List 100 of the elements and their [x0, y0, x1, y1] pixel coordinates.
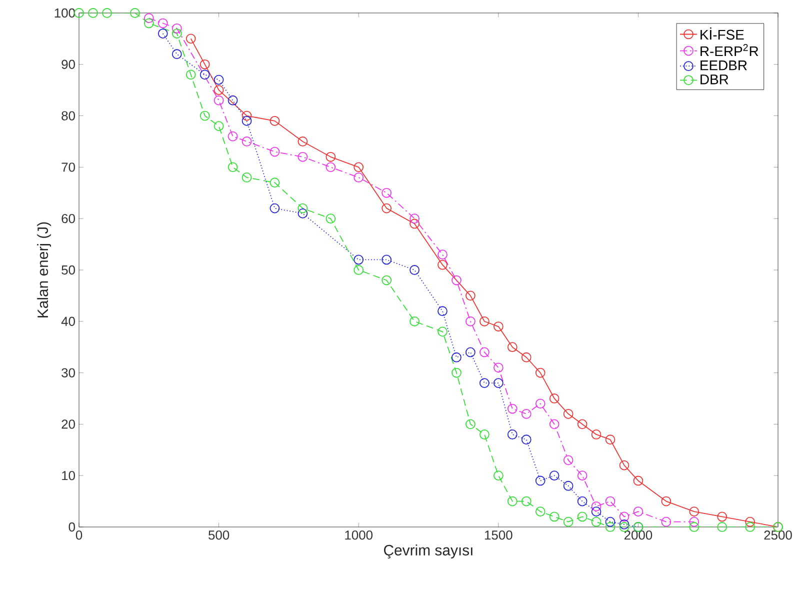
point — [479, 378, 490, 388]
point — [689, 506, 700, 516]
y-tick-label: 80 — [62, 111, 75, 120]
point — [605, 496, 616, 506]
point — [326, 162, 336, 172]
point — [689, 522, 700, 532]
point — [270, 203, 280, 214]
legend-label: Kİ-FSE — [700, 27, 744, 40]
y-tick-label: 50 — [62, 265, 75, 275]
point — [74, 8, 84, 18]
point — [563, 408, 574, 419]
point — [186, 34, 196, 44]
point — [172, 49, 182, 60]
point — [661, 496, 672, 506]
point — [591, 516, 602, 527]
point — [214, 121, 224, 131]
point — [619, 519, 630, 530]
point — [605, 522, 616, 532]
x-tick-label: 500 — [208, 530, 230, 540]
point — [633, 476, 644, 486]
point — [242, 110, 252, 121]
point — [521, 408, 532, 419]
point — [717, 522, 728, 532]
point — [521, 496, 532, 506]
point — [214, 74, 224, 85]
point — [493, 322, 504, 332]
point — [438, 250, 448, 260]
point — [466, 316, 476, 326]
point — [382, 188, 392, 198]
point — [452, 368, 462, 378]
point — [410, 218, 420, 229]
point — [354, 254, 364, 265]
point — [200, 70, 210, 80]
point — [619, 522, 630, 532]
point — [354, 265, 364, 275]
point — [619, 512, 630, 522]
point — [521, 434, 532, 445]
point — [382, 275, 392, 286]
point — [535, 398, 546, 409]
point — [200, 59, 210, 70]
y-tick-label: 0 — [68, 522, 75, 532]
point — [172, 23, 182, 34]
point — [577, 496, 588, 506]
point — [479, 430, 490, 440]
point — [326, 214, 336, 224]
point — [661, 516, 672, 527]
point — [549, 394, 560, 404]
point — [535, 476, 546, 486]
point — [507, 342, 518, 352]
point — [535, 506, 546, 516]
point — [158, 28, 168, 38]
point — [591, 430, 602, 440]
point — [200, 110, 210, 121]
point — [493, 378, 504, 388]
point — [158, 18, 168, 28]
y-tick-label: 90 — [62, 60, 75, 69]
y-tick-label: 40 — [61, 316, 75, 326]
point — [577, 419, 588, 430]
point — [298, 136, 308, 146]
y-tick-label: 10 — [62, 470, 75, 480]
point — [438, 326, 448, 337]
point — [228, 95, 238, 106]
x-tick-label: 1000 — [345, 530, 373, 540]
point — [493, 470, 504, 481]
point — [633, 506, 644, 516]
point — [326, 152, 336, 162]
point — [605, 434, 616, 445]
point — [228, 131, 238, 142]
point — [549, 419, 560, 430]
point — [438, 306, 448, 316]
x-tick-label: 2000 — [624, 530, 652, 540]
point — [717, 512, 728, 522]
point — [270, 178, 280, 188]
x-tick-label: 2500 — [764, 530, 792, 540]
point — [452, 275, 462, 286]
point — [354, 162, 364, 172]
point — [410, 265, 420, 275]
x-axis-title: Çevrim sayısı — [384, 544, 472, 559]
point — [521, 352, 532, 362]
y-tick-label: 30 — [62, 368, 75, 378]
legend-label: DBR — [700, 74, 728, 84]
point — [563, 455, 574, 466]
point — [88, 8, 98, 18]
x-tick-label: 1500 — [484, 530, 512, 540]
point — [745, 516, 755, 527]
point — [242, 172, 252, 182]
point — [549, 512, 560, 522]
y-tick-label: 20 — [62, 420, 75, 429]
point — [270, 146, 280, 157]
point — [144, 18, 154, 28]
point — [130, 8, 140, 18]
point — [591, 501, 602, 512]
y-tick-label: 60 — [62, 214, 75, 224]
point — [242, 136, 252, 146]
point — [298, 152, 308, 162]
point — [549, 470, 560, 481]
point — [214, 95, 224, 106]
point — [479, 347, 490, 358]
point — [507, 496, 518, 506]
point — [563, 480, 574, 491]
